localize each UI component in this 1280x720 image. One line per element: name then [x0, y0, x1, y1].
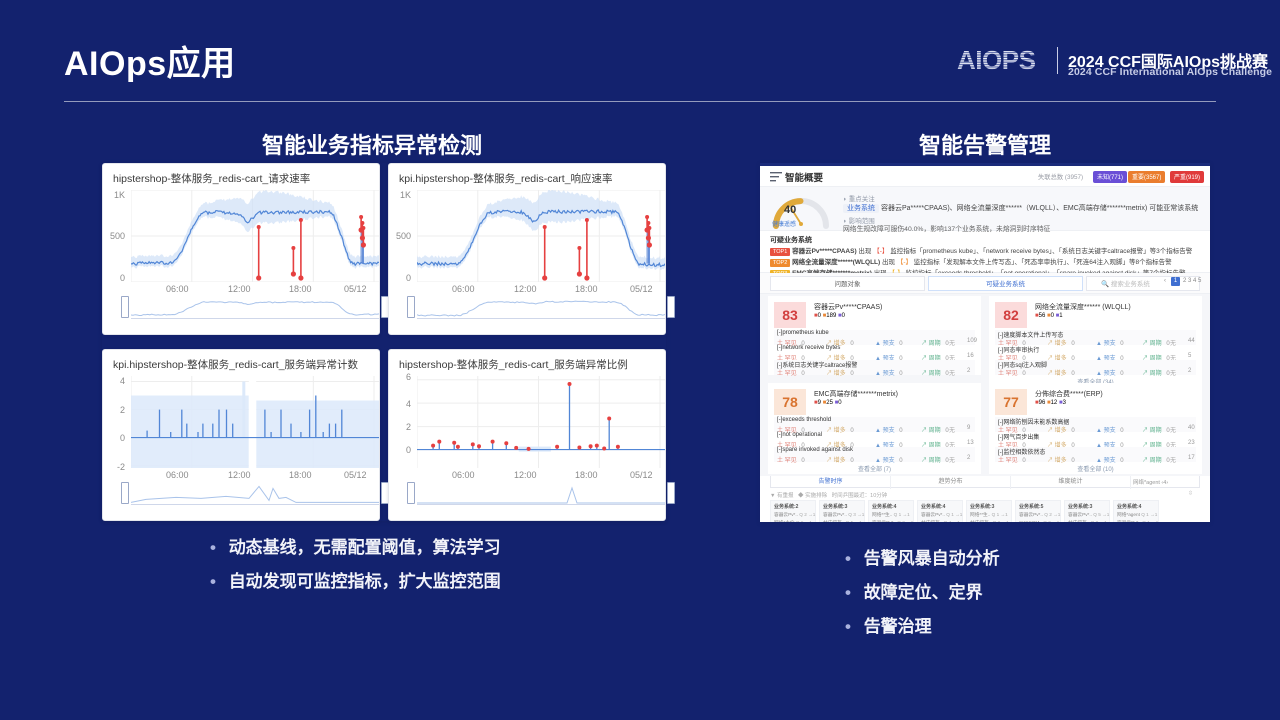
svg-text:AIOPS: AIOPS	[957, 46, 1036, 74]
